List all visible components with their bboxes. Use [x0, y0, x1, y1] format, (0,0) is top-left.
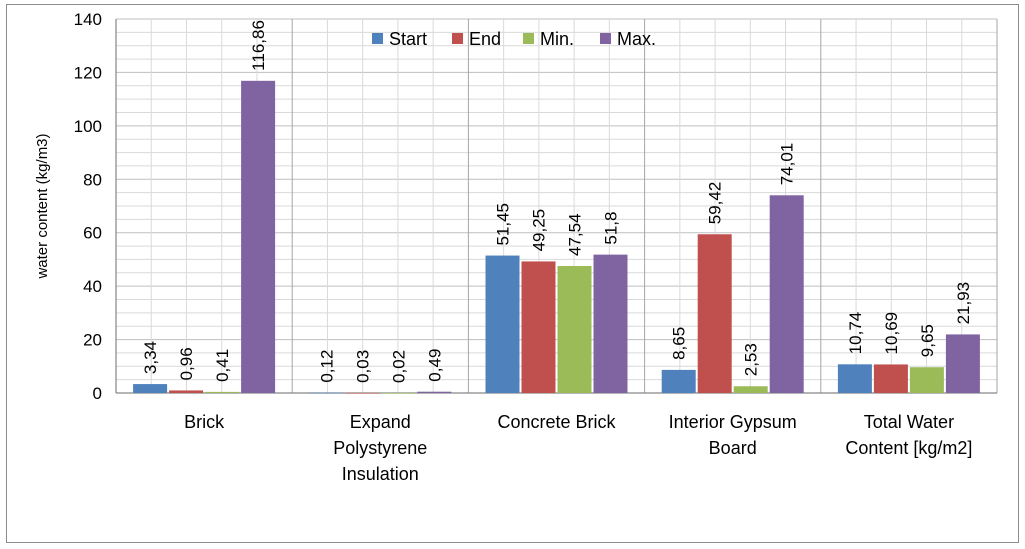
data-label: 116,86 [249, 20, 268, 71]
data-label: 0,03 [353, 350, 372, 383]
bar [485, 255, 520, 393]
bar [945, 334, 980, 393]
data-label: 0,02 [389, 350, 408, 383]
bar [169, 390, 204, 393]
category-label-line: Interior Gypsum [669, 412, 797, 432]
bar [133, 384, 168, 393]
bar [593, 254, 628, 393]
legend-swatch [523, 33, 534, 44]
legend-swatch [452, 33, 463, 44]
legend-entry: Min. [540, 29, 574, 49]
data-label: 47,54 [566, 213, 585, 256]
category-label-line: Board [709, 438, 757, 458]
category-label-line: Concrete Brick [497, 412, 616, 432]
category-label-line: Content [kg/m2] [845, 438, 972, 458]
data-label: 51,45 [494, 203, 513, 246]
category-label-line: Expand [350, 412, 411, 432]
category-label-line: Total Water [864, 412, 954, 432]
legend-entry: Max. [617, 29, 656, 49]
legend-swatch [600, 33, 611, 44]
legend-entry: Start [389, 29, 427, 49]
category-label-line: Polystyrene [333, 438, 427, 458]
data-label: 49,25 [530, 209, 549, 252]
bar [205, 391, 240, 393]
bar [769, 195, 804, 393]
y-tick-label: 120 [74, 63, 102, 82]
bar [417, 391, 452, 393]
bar [309, 392, 344, 394]
data-label: 10,69 [882, 312, 901, 355]
y-tick-label: 80 [83, 170, 102, 189]
category-label-line: Insulation [342, 464, 419, 484]
category-label: Interior Gypsum Board [669, 412, 797, 458]
y-tick-label: 20 [83, 331, 102, 350]
bar [661, 369, 696, 393]
data-label: 74,01 [778, 143, 797, 186]
bar [521, 261, 556, 393]
bar [733, 386, 768, 393]
data-label: 8,65 [670, 327, 689, 360]
data-label: 59,42 [706, 182, 725, 225]
category-label: Expand Polystyrene Insulation [333, 412, 427, 484]
y-tick-label: 140 [74, 10, 102, 29]
y-axis-label: water content (kg/m3) [34, 133, 51, 279]
data-label: 0,96 [177, 347, 196, 380]
legend-swatch [372, 33, 383, 44]
data-label: 9,65 [918, 324, 937, 357]
category-label: Brick [184, 412, 225, 432]
data-label: 51,8 [602, 212, 621, 245]
bar [909, 367, 944, 393]
data-label: 2,53 [742, 343, 761, 376]
y-tick-label: 100 [74, 117, 102, 136]
category-label: Concrete Brick [497, 412, 616, 432]
data-label: 0,12 [317, 350, 336, 383]
data-label: 10,74 [846, 312, 865, 355]
bar [241, 80, 276, 393]
bar [837, 364, 872, 393]
data-label: 21,93 [954, 282, 973, 325]
bar [381, 392, 416, 394]
bar [873, 364, 908, 393]
y-tick-label: 40 [83, 277, 102, 296]
bar [345, 392, 380, 394]
data-label: 0,49 [425, 349, 444, 382]
data-label: 3,34 [141, 341, 160, 374]
category-label-line: Brick [184, 412, 225, 432]
data-label: 0,41 [213, 349, 232, 382]
bar [557, 266, 592, 393]
y-tick-label: 60 [83, 224, 102, 243]
category-label: Total Water Content [kg/m2] [845, 412, 972, 458]
y-tick-label: 0 [93, 384, 102, 403]
legend-entry: End [469, 29, 501, 49]
bar [697, 234, 732, 393]
